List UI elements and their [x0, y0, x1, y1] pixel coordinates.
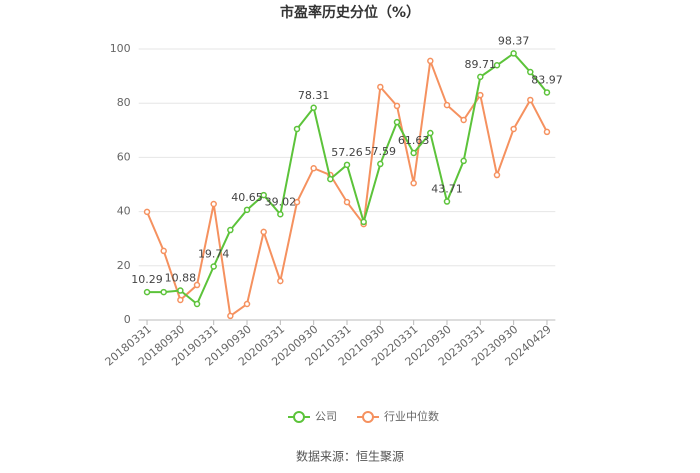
- chart-title: 市盈率历史分位（%）: [280, 4, 420, 21]
- point: [510, 125, 517, 133]
- point: [143, 288, 151, 296]
- value-label: 78.31: [298, 89, 330, 102]
- point: [377, 160, 384, 168]
- point: [460, 157, 467, 165]
- point: [527, 96, 534, 104]
- point: [177, 296, 184, 304]
- point: [160, 288, 167, 296]
- point: [210, 263, 217, 270]
- point: [443, 198, 451, 205]
- point: [443, 101, 451, 109]
- y-tick-label: 0: [124, 313, 131, 326]
- point: [543, 128, 551, 136]
- value-label: 40.65: [231, 191, 263, 204]
- value-label: 39.02: [265, 195, 297, 208]
- point: [493, 62, 501, 69]
- point: [427, 57, 434, 65]
- value-label: 19.74: [198, 248, 230, 261]
- point: [193, 300, 201, 308]
- point: [293, 198, 301, 206]
- point: [243, 206, 251, 214]
- point: [427, 129, 434, 137]
- point: [227, 226, 234, 234]
- point: [393, 102, 401, 110]
- point: [527, 68, 534, 76]
- y-tick-label: 40: [117, 205, 131, 218]
- point: [177, 287, 184, 294]
- point: [477, 91, 484, 99]
- point: [510, 50, 517, 57]
- point: [260, 191, 267, 199]
- point: [227, 312, 234, 320]
- value-label: 61.63: [398, 134, 430, 147]
- value-label: 98.37: [498, 34, 530, 47]
- point: [310, 104, 317, 112]
- legend-label: 行业中位数: [384, 409, 439, 423]
- point: [477, 73, 484, 81]
- point: [460, 116, 467, 124]
- y-tick-label: 60: [117, 150, 131, 163]
- value-label: 57.59: [365, 145, 397, 158]
- value-label: 43.71: [431, 183, 463, 196]
- value-label: 10.29: [131, 273, 163, 286]
- point: [260, 228, 267, 236]
- point: [143, 208, 151, 216]
- value-label: 89.71: [465, 58, 497, 71]
- point: [410, 149, 417, 157]
- point: [277, 211, 284, 218]
- point: [210, 200, 217, 208]
- point: [493, 171, 501, 179]
- point: [343, 198, 351, 206]
- y-tick-label: 100: [110, 42, 131, 55]
- point: [310, 164, 317, 172]
- legend-marker: [362, 411, 374, 423]
- point: [377, 83, 384, 91]
- point: [293, 125, 301, 133]
- y-tick-label: 80: [117, 96, 131, 109]
- point: [243, 300, 251, 308]
- point: [277, 277, 284, 285]
- series-line: [146, 60, 548, 318]
- point: [360, 218, 367, 226]
- y-tick-label: 20: [117, 259, 131, 272]
- source: 数据来源：恒生聚源: [296, 449, 404, 464]
- point: [327, 175, 334, 183]
- point: [393, 118, 401, 126]
- point: [410, 179, 417, 187]
- legend-label: 公司: [315, 410, 337, 423]
- point: [543, 89, 551, 96]
- value-label: 10.88: [165, 272, 197, 285]
- value-label: 83.97: [531, 73, 563, 86]
- point: [343, 161, 351, 169]
- point: [193, 281, 201, 289]
- point: [160, 247, 167, 255]
- legend-marker: [293, 411, 305, 423]
- series-line: [147, 52, 548, 306]
- value-label: 57.26: [331, 146, 363, 159]
